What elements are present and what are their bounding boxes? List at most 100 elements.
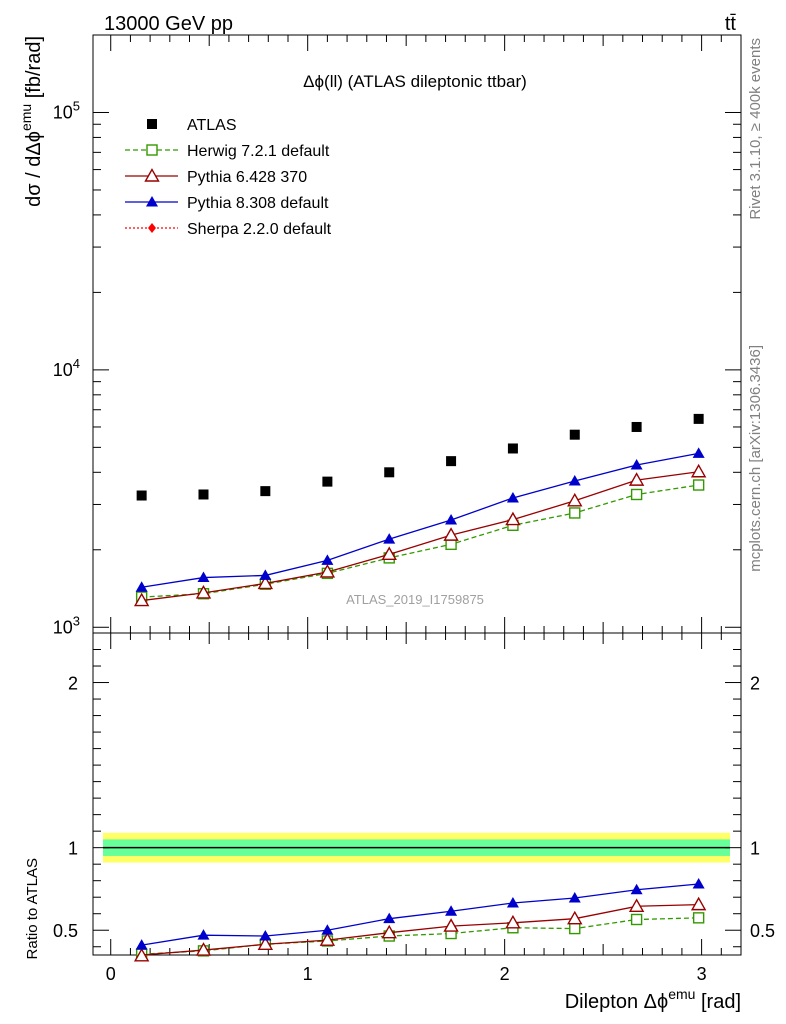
main-point-atlas: [446, 456, 457, 467]
main-point-atlas: [693, 413, 704, 424]
main-point-pythia-6-428-370: [257, 575, 274, 590]
x-label-main: Dilepton Δϕ: [565, 991, 669, 1013]
main-y-tick-label: 104: [53, 356, 80, 380]
legend-label-atlas: ATLAS: [187, 117, 237, 134]
main-point-pythia-8-308-default: [445, 514, 458, 525]
main-y-label-main: dσ / dΔϕ: [23, 131, 45, 207]
ratio-point-herwig-7-2-1-default: [569, 922, 581, 935]
ratio-point-pythia-6-428-370: [319, 932, 336, 946]
main-point-pythia-8-308-default: [135, 581, 148, 592]
ratio-point-herwig-7-2-1-default: [692, 912, 705, 924]
legend-marker-pythia-8-308-default: [146, 196, 158, 207]
main-y-axis-label: dσ / dΔϕemu [fb/rad]: [18, 36, 45, 207]
main-y-tick-base: 10: [53, 617, 73, 637]
ratio-point-pythia-8-308-default: [568, 892, 581, 903]
main-y-label-sup: emu: [18, 104, 34, 131]
main-y-tick-base: 10: [53, 102, 73, 122]
main-point-pythia-8-308-default: [321, 554, 334, 565]
x-axis-label: Dilepton Δϕemu [rad]: [565, 986, 741, 1013]
main-y-tick-exp: 4: [73, 356, 80, 371]
rivet-label: Rivet 3.1.10, ≥ 400k events: [747, 38, 764, 220]
ratio-y-tick-label-left: 0.5: [53, 921, 78, 941]
ratio-point-pythia-6-428-370: [257, 936, 274, 950]
ratio-point-pythia-6-428-370: [443, 918, 459, 932]
legend-label-herwig-7-2-1-default: Herwig 7.2.1 default: [187, 143, 330, 160]
ratio-point-pythia-8-308-default: [197, 929, 210, 940]
x-tick-label: 3: [697, 964, 707, 984]
main-point-atlas: [198, 489, 209, 500]
main-y-tick-label: 105: [53, 98, 80, 122]
ratio-y-tick-label-right: 0.5: [750, 921, 775, 941]
ratio-y-axis-label: Ratio to ATLAS: [24, 858, 41, 959]
main-point-pythia-6-428-370: [567, 492, 583, 507]
main-point-pythia-6-428-370: [381, 546, 397, 561]
main-point-pythia-8-308-default: [259, 569, 272, 580]
ratio-point-herwig-7-2-1-default: [630, 913, 643, 926]
ratio-point-pythia-8-308-default: [259, 930, 272, 941]
main-point-pythia-6-428-370: [628, 472, 645, 486]
ratio-line-herwig-7-2-1-default: [141, 917, 699, 955]
main-point-pythia-6-428-370: [505, 511, 521, 526]
ratio-point-pythia-8-308-default: [135, 939, 148, 950]
ratio-point-pythia-6-428-370: [133, 947, 150, 962]
ratio-point-pythia-6-428-370: [567, 910, 583, 925]
main-point-atlas: [507, 443, 518, 454]
main-y-tick-base: 10: [53, 360, 73, 380]
main-point-atlas: [631, 421, 642, 432]
main-y-tick-exp: 3: [73, 613, 80, 628]
main-point-herwig-7-2-1-default: [569, 507, 581, 519]
ratio-band: [103, 832, 730, 863]
main-y-tick-label: 103: [53, 613, 80, 637]
main-point-atlas: [322, 476, 333, 487]
legend-marker-herwig-7-2-1-default: [146, 144, 158, 156]
ratio-panel: 0.5 0.5 1 1 2 2 0 1 2 3 Ratio to ATLAS Dilepton Δ…: [24, 632, 775, 1013]
header-left: 13000 GeV pp: [104, 13, 233, 35]
main-point-pythia-8-308-default: [506, 491, 519, 503]
ratio-point-pythia-6-428-370: [195, 942, 212, 956]
ratio-line-pythia-6-428-370: [141, 903, 699, 956]
main-point-pythia-6-428-370: [195, 584, 212, 599]
ratio-y-tick-label-right: 2: [750, 674, 760, 694]
ratio-point-pythia-6-428-370: [381, 924, 397, 939]
main-point-pythia-6-428-370: [133, 592, 150, 607]
ratio-point-pythia-8-308-default: [445, 905, 458, 916]
ratio-point-pythia-6-428-370: [505, 914, 521, 929]
main-title: Δϕ(ll) (ATLAS dileptonic ttbar): [303, 72, 527, 91]
x-tick-label: 0: [106, 964, 116, 984]
main-point-pythia-6-428-370: [319, 564, 336, 578]
main-line-pythia-8-308-default: [141, 452, 699, 588]
ratio-panel-frame: [92, 632, 742, 956]
main-point-herwig-7-2-1-default: [630, 488, 643, 501]
watermark: ATLAS_2019_I1759875: [346, 592, 484, 607]
ratio-y-tick-label-left: 2: [68, 674, 78, 694]
x-label-sup: emu: [668, 986, 695, 1002]
ratio-point-pythia-6-428-370: [628, 898, 645, 912]
ratio-point-pythia-8-308-default: [506, 896, 519, 908]
legend-marker-atlas: [147, 119, 157, 129]
legend-label-pythia-8-308-default: Pythia 8.308 default: [187, 195, 329, 212]
ratio-y-tick-label-left: 1: [68, 839, 78, 859]
x-label-unit: [rad]: [695, 991, 741, 1013]
ratio-axis-ticks: 0.5 0.5 1 1 2 2 0 1 2 3: [53, 633, 775, 984]
ratio-line-pythia-8-308-default: [141, 883, 699, 946]
mcplots-label: mcplots.cern.ch [arXiv:1306.3436]: [747, 345, 764, 572]
x-tick-label: 1: [303, 964, 313, 984]
main-point-pythia-6-428-370: [690, 463, 707, 478]
ratio-point-pythia-6-428-370: [690, 896, 707, 911]
main-point-pythia-8-308-default: [692, 447, 705, 458]
legend-marker-pythia-6-428-370: [144, 168, 160, 182]
header-right: tt̄: [725, 13, 737, 35]
main-line-herwig-7-2-1-default: [141, 484, 699, 598]
main-point-pythia-8-308-default: [630, 458, 643, 470]
main-series-group: [133, 413, 707, 607]
main-point-herwig-7-2-1-default: [692, 479, 705, 491]
x-tick-label: 2: [500, 964, 510, 984]
ratio-point-pythia-8-308-default: [630, 883, 643, 895]
main-point-pythia-8-308-default: [383, 533, 396, 544]
main-y-label-unit: [fb/rad]: [23, 36, 45, 104]
legend-label-pythia-6-428-370: Pythia 6.428 370: [187, 169, 307, 186]
legend-marker-sherpa-2-2-0-default: [148, 223, 156, 233]
